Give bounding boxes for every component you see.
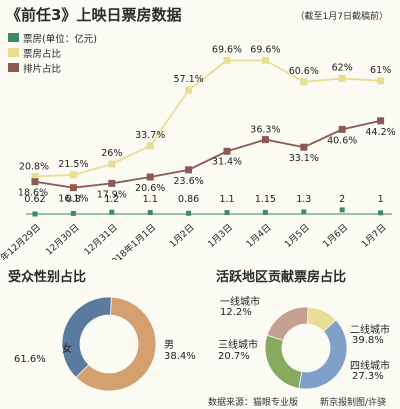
box-office-marker <box>339 207 345 213</box>
pie-label-tier1: 一线城市 <box>220 297 260 308</box>
pie-value-tier1: 12.2% <box>220 307 252 318</box>
box-office-share-value-label: 69.6% <box>212 44 242 55</box>
legend-label-box-office-share: 票房占比 <box>23 48 62 60</box>
screening-share-value-label: 20.6% <box>135 183 165 194</box>
screening-share-value-label: 44.2% <box>366 127 396 138</box>
box-office-value-label: 0.86 <box>178 194 199 205</box>
box-office-value-label: 1.3 <box>296 194 311 205</box>
pie-slice-tier4 <box>264 334 303 389</box>
box-office-value-label: 1.15 <box>255 194 276 205</box>
box-office-share-value-label: 21.5% <box>58 159 88 170</box>
pie-slice-tier2 <box>298 319 348 390</box>
box-office-marker <box>224 210 230 216</box>
box-office-share-marker <box>146 142 154 150</box>
box-office-share-value-label: 60.6% <box>289 66 319 77</box>
screening-share-marker <box>31 178 39 186</box>
screening-share-value-label: 17.9% <box>97 189 127 200</box>
legend-item-box-office-share: 票房占比 <box>8 45 97 60</box>
pie-value-tier4: 27.3% <box>352 371 384 382</box>
screening-share-value-label: 40.6% <box>327 135 357 146</box>
screening-share-line <box>34 119 381 189</box>
region-pie-title: 活跃地区贡献票房占比 <box>216 270 347 285</box>
screening-share-value-label: 23.6% <box>174 176 204 187</box>
screening-share-value-label: 36.3% <box>250 125 280 136</box>
box-office-value-label: 1.2 <box>104 194 119 205</box>
box-office-marker <box>147 210 153 216</box>
screening-share-marker <box>69 184 77 192</box>
box-office-share-value-label: 33.7% <box>135 130 165 141</box>
legend-item-box-office: 票房(单位：亿元) <box>8 30 97 45</box>
pie-label-tier4: 四线城市 <box>350 361 390 372</box>
pie-slice-female <box>75 296 157 392</box>
legend-label-box-office: 票房(单位：亿元) <box>23 33 97 45</box>
box-office-share-marker <box>377 77 385 85</box>
box-office-share-marker <box>338 74 346 82</box>
screening-share-value-label: 16.1% <box>58 194 88 205</box>
box-office-share-marker <box>31 172 39 180</box>
pie-slice-tier3 <box>266 306 309 341</box>
pie-slice-male <box>61 296 112 379</box>
box-office-marker <box>262 209 268 215</box>
screening-share-marker <box>146 173 154 181</box>
screening-share-value-label: 33.1% <box>289 153 319 164</box>
box-office-share-value-label: 62% <box>332 62 353 73</box>
credit: 新京报制图/许骁 <box>320 398 387 408</box>
box-office-marker <box>301 209 307 215</box>
box-office-value-label: 1 <box>378 194 384 205</box>
date-note: （截至1月7日截稿前） <box>295 12 388 22</box>
box-office-value-label: 1.1 <box>219 194 234 205</box>
box-office-share-value-label: 69.6% <box>250 44 280 55</box>
screening-share-marker <box>338 125 346 133</box>
legend-swatch-screening-share <box>8 63 19 72</box>
screening-share-marker <box>300 143 308 151</box>
gender-pie-title: 受众性别占比 <box>8 270 87 285</box>
pie-value-tier3: 20.7% <box>218 351 250 362</box>
pie-value-male: 38.4% <box>164 351 196 362</box>
box-office-share-marker <box>185 86 193 94</box>
data-source: 数据来源：猫眼专业版 <box>208 398 299 408</box>
pie-value-female: 61.6% <box>14 354 46 365</box>
legend-label-screening-share: 排片占比 <box>23 63 62 75</box>
box-office-value-label: 0.62 <box>24 194 45 205</box>
box-office-value-label: 1.1 <box>143 194 158 205</box>
box-office-share-marker <box>300 78 308 86</box>
pie-label-tier2: 二线城市 <box>350 325 390 336</box>
box-office-marker <box>32 211 38 217</box>
screening-share-marker <box>108 179 116 187</box>
chart-title: 《前任3》上映日票房数据 <box>6 6 182 24</box>
box-office-share-value-label: 57.1% <box>174 74 204 85</box>
box-office-share-marker <box>108 160 116 168</box>
line-chart: 0.62 0.8 1.2 1.1 0.86 1.1 1.15 1.3 2 1 20.8% 21.5% 2… <box>0 44 396 260</box>
box-office-share-value-label: 20.8% <box>19 161 49 172</box>
screening-share-marker <box>185 166 193 174</box>
legend-swatch-box-office <box>8 33 19 42</box>
pie-label-female: 女 <box>62 344 72 355</box>
legend-swatch-box-office-share <box>8 48 19 57</box>
box-office-marker <box>109 209 115 215</box>
box-office-share-marker <box>223 56 231 64</box>
pie-value-tier2: 39.8% <box>352 335 384 346</box>
legend: 票房(单位：亿元) 票房占比 排片占比 <box>8 30 97 75</box>
box-office-share-marker <box>69 171 77 179</box>
screening-share-value-label: 31.4% <box>212 156 242 167</box>
screening-share-marker <box>223 147 231 155</box>
box-office-share-marker <box>261 56 269 64</box>
box-office-marker <box>70 210 76 216</box>
box-office-share-value-label: 61% <box>370 65 391 76</box>
box-office-marker <box>186 210 192 216</box>
box-office-value-label: 0.8 <box>66 194 81 205</box>
legend-item-screening-share: 排片占比 <box>8 60 97 75</box>
screening-share-marker <box>261 136 269 144</box>
box-office-marker <box>378 210 384 216</box>
screening-share-marker <box>377 117 385 125</box>
box-office-value-label: 2 <box>339 194 345 205</box>
box-office-share-line <box>34 59 381 178</box>
screening-share-value-label: 18.6% <box>18 188 48 199</box>
pie-label-male: 男 <box>164 340 174 351</box>
box-office-share-value-label: 26% <box>101 148 122 159</box>
pie-label-tier3: 三线城市 <box>218 340 258 351</box>
